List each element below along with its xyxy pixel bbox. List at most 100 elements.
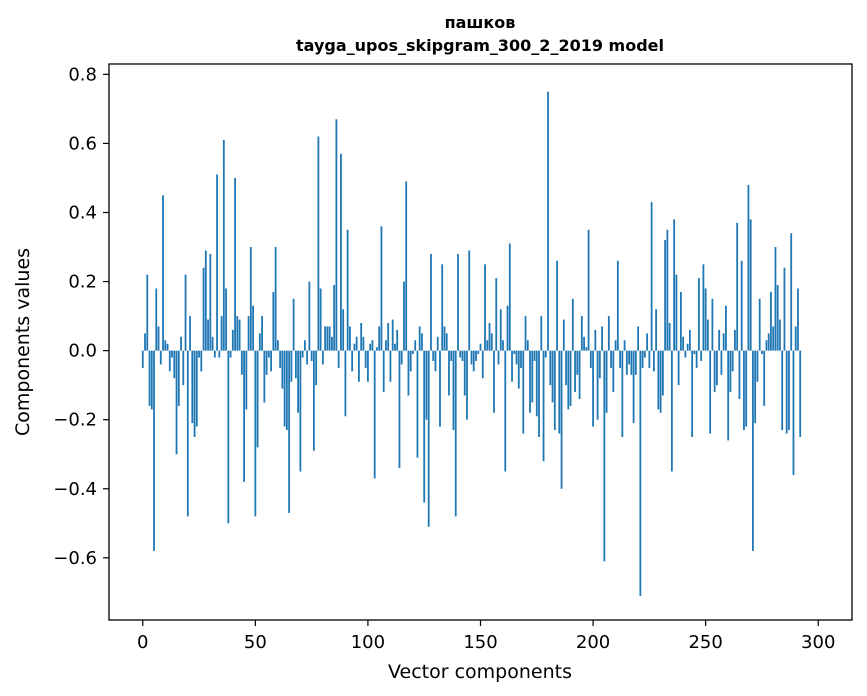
bar-241 [684, 350, 687, 358]
bar-7 [157, 326, 160, 351]
bar-285 [783, 267, 786, 351]
bar-265 [738, 350, 741, 399]
bar-212 [619, 350, 621, 368]
bar-6 [155, 288, 158, 351]
bar-171 [526, 340, 529, 351]
bar-70 [299, 350, 302, 472]
bar-106 [380, 226, 383, 351]
bar-28 [204, 250, 207, 351]
bar-193 [576, 350, 579, 375]
bar-117 [405, 181, 408, 351]
bar-236 [673, 219, 676, 351]
bar-249 [702, 264, 705, 351]
bar-130 [434, 350, 437, 372]
bar-90 [344, 350, 347, 417]
bar-290 [794, 326, 797, 351]
bar-239 [679, 291, 682, 351]
bar-33 [216, 174, 218, 351]
bar-114 [398, 350, 401, 469]
bar-0 [141, 350, 144, 368]
bar-81 [324, 326, 327, 351]
bar-44 [240, 350, 243, 375]
bar-198 [587, 229, 590, 351]
bar-2 [146, 274, 149, 351]
bar-231 [661, 350, 664, 396]
bar-35 [220, 316, 223, 351]
bar-45 [243, 350, 245, 482]
bar-168 [520, 350, 522, 368]
bar-280 [772, 326, 775, 351]
bar-54 [263, 350, 266, 403]
bar-145 [468, 250, 471, 351]
bar-272 [754, 350, 757, 424]
bar-159 [499, 309, 502, 351]
bar-187 [562, 319, 565, 351]
x-axis-label: Vector components [388, 661, 572, 683]
bar-208 [610, 350, 612, 368]
bar-108 [385, 340, 387, 351]
bar-283 [779, 319, 781, 351]
bar-191 [571, 298, 574, 351]
bar-79 [319, 288, 322, 351]
bar-100 [367, 350, 369, 382]
bar-49 [252, 305, 254, 351]
bar-179 [544, 350, 547, 358]
bar-184 [556, 260, 558, 351]
bar-32 [213, 350, 216, 358]
bar-78 [317, 136, 320, 351]
bar-31 [211, 336, 214, 351]
bar-129 [432, 350, 435, 361]
bar-226 [650, 202, 653, 351]
bar-234 [668, 323, 671, 351]
bar-224 [646, 333, 649, 351]
bar-112 [394, 343, 396, 351]
bar-183 [553, 350, 556, 431]
bar-152 [484, 264, 486, 351]
bar-52 [258, 333, 261, 351]
bar-89 [342, 309, 345, 351]
bar-192 [574, 350, 576, 393]
bar-139 [454, 350, 457, 517]
bar-157 [495, 278, 498, 351]
y-tick-label: 0.4 [68, 202, 97, 223]
bar-71 [301, 350, 304, 358]
bar-181 [549, 350, 552, 386]
bar-222 [641, 350, 644, 368]
bar-68 [294, 350, 297, 379]
bar-29 [207, 319, 209, 351]
bar-110 [389, 350, 392, 382]
y-tick-label: 0.6 [68, 133, 97, 154]
bar-162 [506, 305, 509, 351]
bar-247 [698, 278, 700, 351]
bar-219 [634, 350, 637, 375]
bar-138 [452, 350, 455, 431]
bar-14 [173, 350, 176, 379]
bar-103 [373, 350, 376, 479]
bar-202 [596, 350, 599, 420]
x-tick-label: 0 [137, 632, 148, 653]
bar-123 [418, 326, 421, 351]
bar-271 [752, 350, 754, 551]
bar-196 [583, 336, 585, 351]
bar-235 [670, 350, 673, 472]
y-tick-label: 0.8 [68, 64, 97, 85]
bar-64 [285, 350, 288, 431]
bar-59 [274, 247, 277, 351]
bar-62 [281, 350, 284, 389]
bar-243 [688, 329, 691, 351]
bar-39 [229, 350, 232, 358]
bar-10 [164, 340, 167, 351]
bar-240 [682, 336, 685, 351]
bar-288 [790, 233, 793, 351]
bar-85 [333, 285, 336, 351]
bar-74 [308, 281, 311, 351]
bar-269 [747, 184, 750, 351]
bar-23 [193, 350, 196, 437]
bar-250 [704, 288, 707, 351]
bar-238 [677, 350, 680, 386]
bar-158 [497, 350, 500, 365]
bar-142 [461, 350, 464, 361]
bar-133 [441, 264, 444, 351]
bar-86 [335, 119, 338, 351]
